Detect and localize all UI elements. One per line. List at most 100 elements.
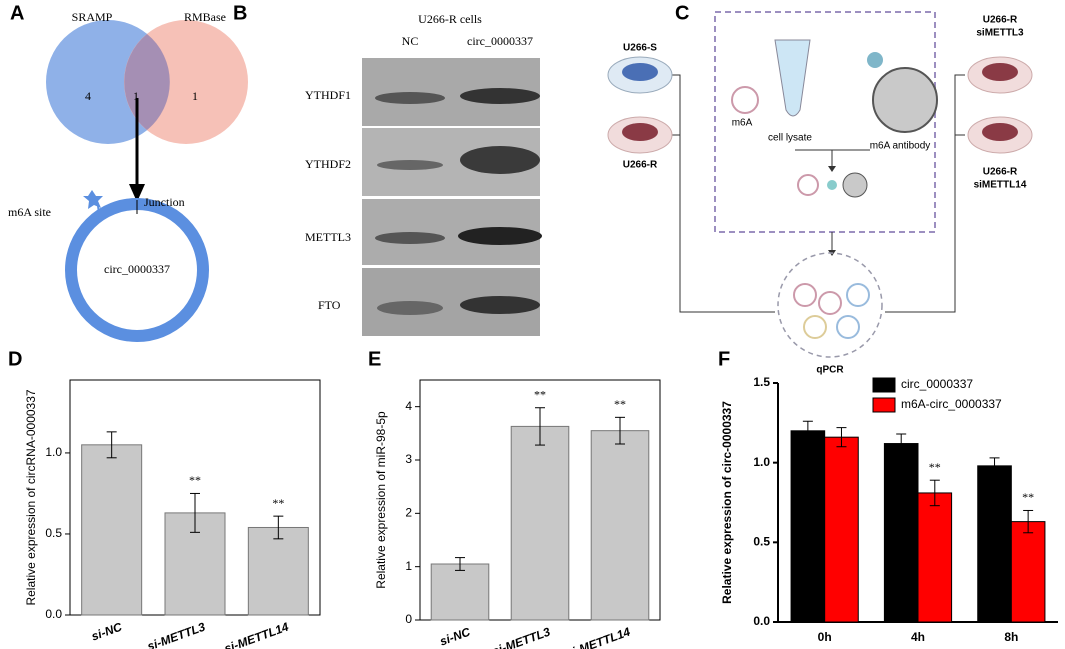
band bbox=[375, 92, 445, 104]
x-tick-label: si-METTL3 bbox=[490, 625, 552, 649]
column-label: NC bbox=[402, 34, 419, 48]
panel-label: A bbox=[10, 2, 24, 24]
count: 1 bbox=[192, 89, 198, 103]
panel-label: C bbox=[675, 2, 689, 24]
cell-label: U266-R bbox=[623, 160, 658, 171]
significance: ** bbox=[189, 473, 201, 487]
bar bbox=[510, 425, 570, 621]
band bbox=[458, 227, 542, 245]
charts: 0.0 0.5 1.0 Relative expression of circRNA-… bbox=[24, 375, 1058, 649]
x-tick-label: si-NC bbox=[90, 620, 125, 644]
rna bbox=[793, 283, 817, 307]
x-tick-label: si-METTL3 bbox=[145, 620, 207, 649]
count: 1 bbox=[133, 89, 139, 103]
y-axis-label: Relative expression of circRNA-0000337 bbox=[24, 389, 38, 605]
bar bbox=[430, 563, 490, 621]
x-tick-label: 4h bbox=[911, 630, 925, 644]
y-tick-label: 0 bbox=[405, 612, 412, 626]
y-tick-label: 1.0 bbox=[753, 455, 770, 469]
complex bbox=[842, 172, 868, 198]
cell-label: U266-R bbox=[983, 167, 1018, 178]
y-tick-label: 0.5 bbox=[45, 526, 62, 540]
western-blot: U266-R cells NC circ_0000337 YTHDF1 YTHD… bbox=[305, 12, 542, 336]
bar bbox=[790, 430, 826, 623]
complex bbox=[827, 180, 837, 190]
bar bbox=[247, 526, 309, 616]
significance: ** bbox=[929, 460, 941, 474]
connector bbox=[670, 74, 775, 313]
band bbox=[375, 232, 445, 244]
bar bbox=[977, 465, 1012, 623]
legend-label: m6A-circ_0000337 bbox=[901, 397, 1002, 411]
x-tick-label: si-NC bbox=[438, 625, 473, 649]
rna bbox=[731, 86, 759, 114]
x-tick-label: 0h bbox=[818, 630, 832, 644]
cells bbox=[622, 123, 658, 141]
site-star bbox=[83, 190, 103, 209]
site-stem bbox=[97, 205, 101, 221]
antibody bbox=[867, 52, 883, 68]
bead bbox=[872, 67, 938, 133]
x-tick-label: si-METTL14 bbox=[222, 620, 290, 649]
bar bbox=[1010, 521, 1046, 623]
rna bbox=[818, 291, 842, 315]
site-label: m6A site bbox=[8, 205, 51, 219]
blot-title: U266-R cells bbox=[418, 12, 482, 26]
legend-swatch bbox=[872, 377, 896, 393]
y-tick-label: 1.5 bbox=[753, 375, 770, 389]
connector bbox=[885, 74, 965, 313]
connector bbox=[795, 149, 870, 168]
workflow: U266-S U266-R U266-R siMETTL3 U266-R siM… bbox=[607, 11, 1033, 376]
venn: SRAMP RMBase 4 1 1 m6A site Junction cir… bbox=[8, 10, 248, 342]
panel-label: E bbox=[368, 348, 381, 370]
rna bbox=[803, 315, 827, 339]
bar bbox=[81, 444, 143, 616]
cell-label: U266-S bbox=[623, 43, 657, 54]
bar bbox=[824, 436, 859, 623]
panel-label: F bbox=[718, 348, 730, 370]
cell-label: siMETTL14 bbox=[974, 180, 1027, 191]
bar bbox=[590, 430, 650, 621]
significance: ** bbox=[272, 496, 284, 510]
bar bbox=[883, 443, 919, 623]
cells bbox=[622, 63, 658, 81]
set-label: SRAMP bbox=[72, 10, 113, 24]
column-label: circ_0000337 bbox=[467, 34, 533, 48]
y-tick-label: 0.0 bbox=[45, 607, 62, 621]
arrow-head bbox=[129, 184, 145, 202]
cells bbox=[982, 63, 1018, 81]
cells bbox=[982, 123, 1018, 141]
row-label: YTHDF1 bbox=[305, 88, 351, 102]
y-tick-label: 0.5 bbox=[753, 535, 770, 549]
antibody-label: m6A antibody bbox=[870, 141, 931, 152]
y-tick-label: 1 bbox=[405, 559, 412, 573]
band bbox=[460, 88, 540, 104]
arrow-head bbox=[828, 166, 836, 172]
m6a-label: m6A bbox=[732, 118, 753, 129]
y-axis-label: Relative expression of miR-98-5p bbox=[374, 411, 388, 589]
qpcr-well bbox=[777, 252, 883, 358]
complex bbox=[797, 174, 819, 196]
band bbox=[460, 296, 540, 314]
panel-label: B bbox=[233, 2, 247, 24]
y-tick-label: 1.0 bbox=[45, 445, 62, 459]
junction-label: Junction bbox=[144, 195, 185, 209]
legend-swatch bbox=[872, 397, 896, 413]
significance: ** bbox=[534, 387, 546, 401]
bar bbox=[917, 492, 953, 623]
y-tick-label: 4 bbox=[405, 399, 412, 413]
panel-label: D bbox=[8, 348, 22, 370]
y-tick-label: 0.0 bbox=[753, 614, 770, 628]
tube bbox=[774, 39, 811, 117]
rna bbox=[846, 283, 870, 307]
legend-label: circ_0000337 bbox=[901, 377, 973, 391]
band bbox=[460, 146, 540, 174]
count: 4 bbox=[85, 89, 91, 103]
cell-label: U266-R bbox=[983, 15, 1018, 26]
band bbox=[377, 160, 443, 170]
significance: ** bbox=[614, 397, 626, 411]
x-tick-label: si-METTL14 bbox=[564, 625, 632, 649]
qpcr-label: qPCR bbox=[816, 365, 844, 376]
set-label: RMBase bbox=[184, 10, 226, 24]
